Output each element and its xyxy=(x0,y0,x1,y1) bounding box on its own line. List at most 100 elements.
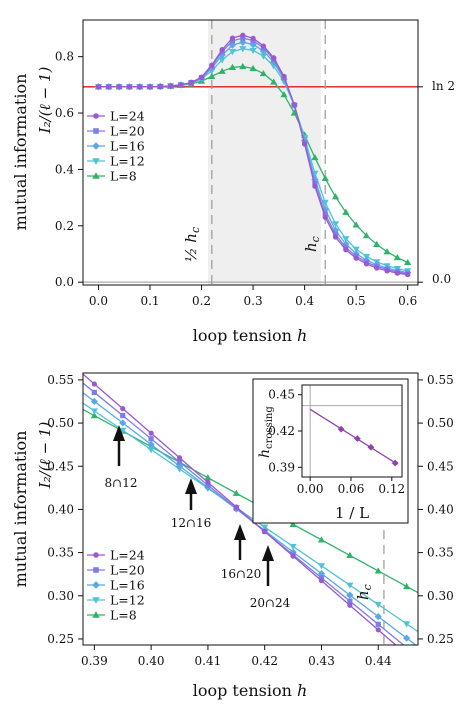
bottom-point-L20-1 xyxy=(120,413,126,419)
top-point-L24-20 xyxy=(302,141,308,147)
bottom-legend-label-L24: L=24 xyxy=(110,548,145,563)
inset-x-tick-label-0: 0.00 xyxy=(297,482,324,496)
top-point-L20-23 xyxy=(332,231,339,237)
top-point-L16-24 xyxy=(342,240,350,248)
top-legend-label-L24: L=24 xyxy=(110,109,145,124)
top-point-L8-13 xyxy=(228,63,237,70)
inset-point-2 xyxy=(367,443,375,451)
top-point-L8-25 xyxy=(352,221,360,228)
top-point-L24-19 xyxy=(291,101,297,108)
bottom-point-L24-8 xyxy=(318,578,325,584)
annotation-20-24-text: 20∩24 xyxy=(250,596,291,610)
top-x-ticks: 0.0 0.1 0.2 0.3 0.4 0.5 0.6 xyxy=(89,285,417,308)
top-point-L16-15 xyxy=(249,40,257,49)
annotation-16-20-text: 16∩20 xyxy=(221,567,262,581)
bottom-point-L12-10 xyxy=(374,601,382,609)
bottom-point-L12-9 xyxy=(346,582,354,589)
top-legend-marker-L16 xyxy=(92,142,100,150)
top-point-L24-14 xyxy=(240,32,246,38)
bottom-legend-marker-L20 xyxy=(93,567,99,573)
inset-point-1 xyxy=(353,435,361,443)
bottom-series-group xyxy=(83,373,418,645)
top-point-L24-24 xyxy=(343,247,349,253)
bottom-line-L24 xyxy=(83,373,397,645)
bottom-y-tick-label-0: 0.25 xyxy=(47,632,74,646)
top-point-L24-22 xyxy=(322,214,328,220)
bottom-y-tick-label-2: 0.35 xyxy=(47,546,74,560)
bottom-legend: L=24L=20L=16L=12L=8 xyxy=(87,548,145,623)
top-legend-marker-L20 xyxy=(93,128,99,134)
top-y-tick-label-4: 0.8 xyxy=(55,50,74,64)
bottom-right-tick-label-6: 0.55 xyxy=(427,373,454,387)
top-series-group xyxy=(83,20,418,285)
top-point-L24-15 xyxy=(250,35,256,41)
inset-background xyxy=(252,378,409,524)
bottom-point-L16-2 xyxy=(147,440,155,449)
bottom-point-L24-5 xyxy=(233,504,239,510)
bottom-x-ticks: 0.39 0.40 0.41 0.42 0.43 0.44 xyxy=(81,645,392,668)
bottom-point-L12-2 xyxy=(147,447,155,454)
top-point-L8-24 xyxy=(342,208,350,215)
top-legend-item-L8: L=8 xyxy=(87,169,137,184)
top-legend-item-L24: L=24 xyxy=(87,109,145,124)
bottom-point-L16-1 xyxy=(119,419,127,427)
inset-x-tick-label-2: 0.12 xyxy=(378,482,405,496)
inset-fit-line xyxy=(309,408,397,465)
bottom-y-tick-label-6: 0.55 xyxy=(47,373,74,387)
top-x-tick-label-4: 0.4 xyxy=(295,294,314,308)
top-point-L8-27 xyxy=(373,240,381,248)
top-point-L24-28 xyxy=(384,268,390,274)
bottom-point-L12-11 xyxy=(403,621,411,628)
top-point-L8-15 xyxy=(249,64,257,72)
bottom-legend-item-L16: L=16 xyxy=(87,578,145,593)
annotation-12-16-text: 12∩16 xyxy=(171,516,212,530)
top-plot-frame xyxy=(82,19,419,286)
bottom-legend-marker-L12 xyxy=(92,597,100,604)
top-point-L12-13 xyxy=(228,48,237,56)
inset-x-tick-label-1: 0.06 xyxy=(338,482,365,496)
bottom-x-tick-label-4: 0.43 xyxy=(308,654,335,668)
top-shaded-region xyxy=(208,20,321,285)
top-point-L24-21 xyxy=(312,183,318,189)
top-point-L24-12 xyxy=(219,47,225,53)
annotation-8-12-text: 8∩12 xyxy=(105,476,138,490)
top-point-L24-30 xyxy=(405,271,411,278)
bottom-y-ticks: 0.25 0.30 0.35 0.40 0.45 0.50 0.55 xyxy=(47,373,83,646)
top-point-L24-7 xyxy=(168,83,174,89)
bottom-point-L20-8 xyxy=(318,575,325,581)
top-point-L8-16 xyxy=(259,69,267,77)
top-point-L8-28 xyxy=(383,248,391,255)
inset-y-ticks: 0.39 0.42 0.45 xyxy=(268,388,302,474)
top-point-L24-10 xyxy=(198,74,205,80)
top-chart: 0.0 0.1 0.2 0.3 0.4 0.5 0.6 0.0 0.2 0.4 0.6 0.8 ln… xyxy=(11,19,455,345)
top-y-tick-label-3: 0.6 xyxy=(55,106,74,120)
top-point-L12-25 xyxy=(352,246,360,253)
bottom-legend-label-L12: L=12 xyxy=(110,593,145,608)
inset-point-0 xyxy=(337,425,345,433)
bottom-right-tick-label-0: 0.25 xyxy=(427,632,454,646)
bottom-legend-label-L20: L=20 xyxy=(110,563,145,578)
top-point-L8-23 xyxy=(331,193,340,200)
bottom-point-L20-0 xyxy=(91,389,97,396)
bottom-legend-item-L24: L=24 xyxy=(87,548,145,563)
top-point-L8-11 xyxy=(208,72,216,79)
bottom-legend-item-L20: L=20 xyxy=(87,563,145,578)
top-point-L24-9 xyxy=(188,79,194,86)
inset-y-tick-label-2: 0.45 xyxy=(268,388,295,402)
top-legend-label-L12: L=12 xyxy=(110,154,145,169)
top-legend-label-L16: L=16 xyxy=(110,139,145,154)
bottom-y-axis-label: mutual information xyxy=(11,431,30,588)
top-right-label-zero: 0.0 xyxy=(432,272,451,286)
bottom-point-L8-4 xyxy=(204,474,212,481)
bottom-point-L8-5 xyxy=(232,489,240,496)
bottom-point-L24-7 xyxy=(290,553,296,559)
top-point-L24-11 xyxy=(209,62,215,68)
bottom-y-tick-label-1: 0.30 xyxy=(47,589,74,603)
top-legend-label-L8: L=8 xyxy=(110,169,137,184)
top-point-L8-22 xyxy=(321,174,329,182)
bottom-right-tick-label-1: 0.30 xyxy=(427,589,454,603)
bottom-point-L24-10 xyxy=(375,627,381,633)
top-point-L16-16 xyxy=(259,47,267,55)
top-legend-label-L20: L=20 xyxy=(110,124,145,139)
top-y-tick-label-0: 0.0 xyxy=(55,275,74,289)
